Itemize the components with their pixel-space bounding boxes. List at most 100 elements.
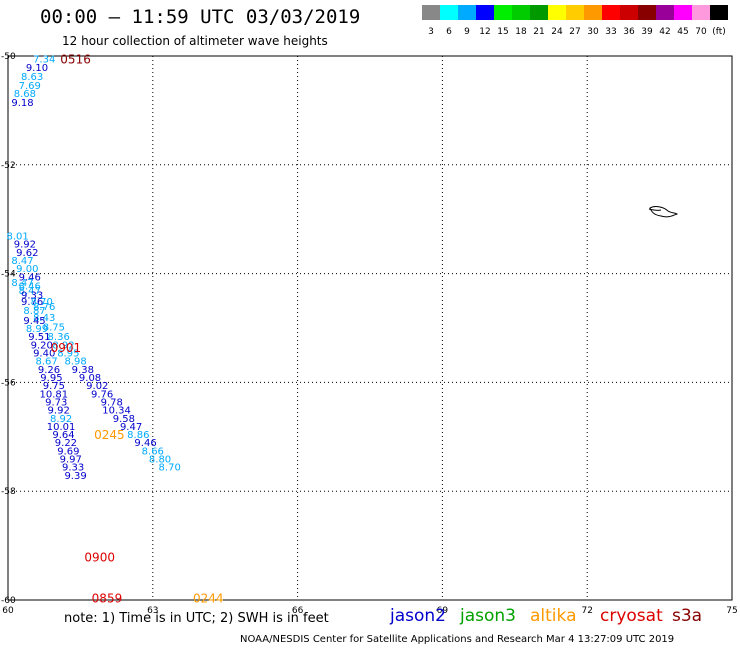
legend-swatch xyxy=(692,5,710,20)
legend-label: 24 xyxy=(551,27,563,37)
legend-swatch xyxy=(638,5,656,20)
wave-height-value: 9.46 xyxy=(19,272,41,283)
wave-height-value: 8.86 xyxy=(127,430,149,441)
wave-height-value: 8.87 xyxy=(23,306,45,317)
wave-height-value: 8.43 xyxy=(33,313,55,324)
wave-height-value: 9.45 xyxy=(23,316,45,327)
wave-height-value: 8.47 xyxy=(11,278,33,289)
legend-swatch xyxy=(584,5,602,20)
wave-height-value: 9.10 xyxy=(26,63,48,74)
legend-label: 12 xyxy=(479,27,491,37)
wave-height-value: 9.02 xyxy=(86,381,108,392)
wave-height-value: 10.01 xyxy=(47,422,76,433)
wave-height-value: 10.81 xyxy=(40,389,69,400)
legend-swatch xyxy=(656,5,674,20)
wave-height-value: 8.80 xyxy=(149,455,171,466)
wave-height-value: 8.76 xyxy=(33,302,55,313)
legend-swatch xyxy=(530,5,548,20)
legend-swatch xyxy=(512,5,530,20)
wave-height-value: 8.70 xyxy=(159,463,181,474)
credit-line: NOAA/NESDIS Center for Satellite Applica… xyxy=(240,634,675,645)
wave-height-value: 8.47 xyxy=(19,286,41,297)
legend-swatch xyxy=(458,5,476,20)
wave-height-value: 8.98 xyxy=(64,357,86,368)
legend-swatch xyxy=(620,5,638,20)
legend-label: 18 xyxy=(515,27,527,37)
wave-height-value: 8.66 xyxy=(142,446,164,457)
page-subtitle: 12 hour collection of altimeter wave hei… xyxy=(62,34,328,48)
wave-height-value: 9.26 xyxy=(38,365,60,376)
lat-tick-label: -52 xyxy=(1,161,16,171)
lon-tick-label: 69 xyxy=(437,606,449,616)
legend-label: 36 xyxy=(623,27,635,37)
wave-height-value: 8.67 xyxy=(35,357,57,368)
page-title: 00:00 – 11:59 UTC 03/03/2019 xyxy=(40,6,361,28)
wave-height-value: 9.22 xyxy=(55,438,77,449)
wave-height-value: 9.92 xyxy=(48,406,70,417)
legend-label: 39 xyxy=(641,27,653,37)
satellite-altika: altika xyxy=(530,606,577,626)
lat-tick-label: -54 xyxy=(1,270,16,280)
legend-label: 45 xyxy=(677,27,689,37)
map-grid xyxy=(8,56,732,600)
satellite-cryosat: cryosat xyxy=(600,606,663,626)
lon-tick-label: 60 xyxy=(2,606,14,616)
wave-height-value: 9.95 xyxy=(40,373,62,384)
wave-height-value: 9.46 xyxy=(134,438,156,449)
legend-swatch xyxy=(494,5,512,20)
legend-swatch xyxy=(440,5,458,20)
wave-height-value: 9.18 xyxy=(11,98,33,109)
wave-height-value: 8.01 xyxy=(7,232,29,243)
legend-label: 15 xyxy=(497,27,509,37)
wave-height-value: 9.33 xyxy=(21,290,43,301)
wave-height-value: 9.38 xyxy=(72,365,94,376)
footnote: note: 1) Time is in UTC; 2) SWH is in fe… xyxy=(64,611,329,626)
wave-height-value: 10.34 xyxy=(102,406,131,417)
wave-height-value: 8.92 xyxy=(52,340,74,351)
legend-label: 21 xyxy=(533,27,545,37)
wave-height-value: 8.47 xyxy=(11,256,33,267)
legend-label: 9 xyxy=(464,27,470,37)
legend-swatch xyxy=(566,5,584,20)
lon-tick-label: 75 xyxy=(726,606,737,616)
satellite-jason3: jason3 xyxy=(460,606,516,626)
legend-label: 3 xyxy=(428,27,434,37)
legend-label: 27 xyxy=(569,27,581,37)
lon-tick-label: 72 xyxy=(581,606,592,616)
wave-height-value: 8.95 xyxy=(57,348,79,359)
legend-label: 70 xyxy=(695,27,707,37)
legend-label: 42 xyxy=(659,27,671,37)
satellite-s3a: s3a xyxy=(672,606,703,626)
pass-time-labels: 0516 0901 0245 0900 0859 0244 xyxy=(51,53,224,606)
legend-swatch xyxy=(710,5,728,20)
legend-swatch xyxy=(674,5,692,20)
lat-tick-label: -50 xyxy=(1,52,16,62)
wave-height-value: 8.68 xyxy=(14,89,36,100)
wave-height-value: 8.36 xyxy=(48,332,70,343)
latitude-labels: -50 -52 -54 -56 -58 -60 xyxy=(1,52,16,606)
lat-tick-label: -60 xyxy=(1,596,16,606)
wave-height-value: 9.76 xyxy=(91,389,113,400)
legend-label: 33 xyxy=(605,27,617,37)
legend-label: 30 xyxy=(587,27,599,37)
legend-label: (ft) xyxy=(712,27,726,37)
satellite-jason2: jason2 xyxy=(390,606,446,626)
longitude-labels: 60 63 66 69 72 75 xyxy=(2,606,737,616)
wave-height-value: 9.78 xyxy=(101,397,123,408)
legend-swatch xyxy=(548,5,566,20)
wave-height-readings: 7.349.108.637.698.689.188.019.929.628.47… xyxy=(7,55,181,482)
legend-swatch xyxy=(602,5,620,20)
pass-time-label: 0859 xyxy=(92,591,123,605)
wave-height-value: 9.47 xyxy=(120,422,142,433)
wave-height-value: 9.73 xyxy=(45,397,67,408)
legend-swatch xyxy=(422,5,440,20)
wave-height-value: 9.69 xyxy=(57,446,79,457)
lon-tick-label: 66 xyxy=(292,606,304,616)
pass-time-label: 0901 xyxy=(51,341,82,355)
legend-label: 6 xyxy=(446,27,452,37)
wave-height-value: 8.70 xyxy=(31,297,53,308)
island-coastline xyxy=(648,206,678,218)
wave-height-value: 8.75 xyxy=(43,322,65,333)
wave-height-value: 9.40 xyxy=(33,348,55,359)
